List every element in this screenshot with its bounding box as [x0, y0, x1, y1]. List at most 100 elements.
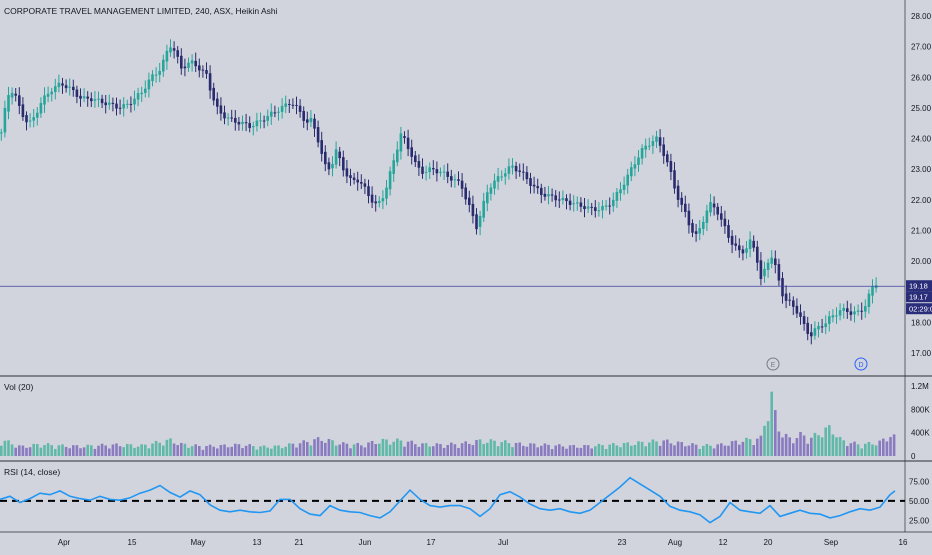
price-tick-label: 25.00 — [911, 104, 932, 113]
candle-body — [648, 145, 651, 147]
volume-bar — [345, 443, 349, 456]
volume-bar — [889, 437, 892, 456]
time-tick-label: Jul — [498, 538, 508, 547]
volume-bar — [583, 444, 586, 456]
volume-bar — [860, 448, 863, 456]
candle-body — [763, 268, 766, 277]
price-scale[interactable] — [905, 0, 932, 532]
volume-bar — [248, 444, 251, 456]
volume-bar — [46, 443, 50, 456]
volume-bar — [752, 445, 755, 456]
volume-bar — [640, 441, 644, 456]
candle-body — [169, 47, 172, 53]
event-marker-icon[interactable] — [766, 357, 780, 371]
volume-bar — [273, 445, 277, 456]
volume-ticks: 1.2M 800K 400K 0 — [911, 382, 930, 461]
candle-body — [493, 180, 496, 189]
volume-bar — [280, 448, 284, 456]
candle-body — [237, 121, 241, 125]
volume-bar — [3, 440, 7, 456]
volume-bar — [18, 445, 21, 456]
volume-bar — [32, 443, 35, 456]
candle-body — [468, 197, 471, 205]
volume-bar — [716, 444, 719, 456]
candle-body — [57, 82, 61, 88]
candle-body — [212, 87, 215, 101]
volume-bar — [727, 445, 730, 456]
candle-body — [874, 285, 878, 289]
candle-body — [817, 325, 820, 330]
candle-body — [554, 195, 557, 201]
volume-bar — [543, 443, 547, 456]
volume-bar — [493, 440, 496, 456]
volume-bar — [795, 438, 799, 456]
volume-bar — [316, 437, 320, 456]
volume-bar — [176, 445, 179, 456]
volume-bar — [205, 446, 208, 456]
candle-body — [547, 194, 550, 197]
time-tick-label: Aug — [668, 538, 682, 547]
price-tick-label: 18.00 — [911, 318, 932, 327]
volume-bar — [864, 443, 867, 456]
price-label-bg — [906, 280, 932, 292]
volume-bar — [259, 446, 262, 456]
candle-body — [248, 123, 251, 128]
candle-body — [806, 322, 809, 334]
candle-body — [792, 300, 795, 307]
candle-body — [666, 154, 669, 163]
candle-body — [234, 117, 237, 123]
volume-bar — [885, 441, 889, 456]
candle-body — [273, 112, 277, 114]
volume-bar — [432, 446, 435, 456]
candle-body — [302, 110, 305, 121]
volume-bar — [129, 444, 133, 456]
volume-bar — [738, 444, 741, 456]
volume-bar — [385, 439, 388, 456]
volume-bar — [684, 446, 687, 456]
candle-body — [435, 169, 439, 174]
candle-body — [64, 85, 68, 89]
rsi-panel[interactable] — [0, 462, 905, 532]
time-scale[interactable] — [0, 532, 932, 550]
volume-bar — [237, 444, 241, 456]
volume-bar — [612, 443, 615, 456]
candle-body — [842, 307, 845, 312]
volume-bar — [244, 445, 248, 456]
candle-body — [82, 96, 86, 99]
volume-bar — [118, 446, 122, 456]
candle-body — [579, 202, 583, 207]
candle-body — [849, 311, 853, 315]
volume-bar — [792, 443, 795, 456]
candle-body — [453, 179, 457, 181]
time-tick-label: 21 — [295, 538, 304, 547]
volume-bar — [61, 444, 64, 456]
volume-bar — [86, 444, 89, 456]
price-panel[interactable] — [0, 0, 905, 375]
candle-body — [500, 176, 503, 178]
volume-bar — [295, 447, 298, 456]
volume-bar — [774, 410, 777, 456]
candle-body — [687, 210, 691, 226]
volume-bar — [417, 446, 421, 456]
volume-bar — [147, 448, 151, 456]
volume-bar — [190, 446, 194, 456]
candle-body — [662, 144, 665, 157]
volume-bar — [219, 444, 223, 456]
volume-bar — [154, 440, 158, 456]
candle-body — [712, 203, 716, 208]
volume-bar — [352, 444, 356, 456]
candle-body — [799, 312, 802, 317]
event-marker-icon[interactable] — [854, 357, 868, 371]
candle-body — [673, 170, 676, 189]
candle-body — [3, 107, 7, 133]
candle-body — [241, 121, 244, 125]
volume-bar — [547, 444, 550, 456]
volume-bar — [846, 446, 849, 456]
volume-bar — [576, 447, 579, 456]
volume-bar — [655, 441, 658, 456]
candle-body — [313, 118, 316, 129]
volume-bar — [122, 447, 125, 456]
candle-body — [745, 248, 748, 253]
